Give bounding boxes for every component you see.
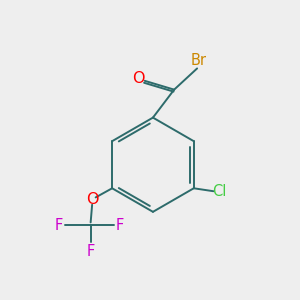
Text: F: F [86, 244, 95, 259]
Text: Br: Br [190, 53, 207, 68]
Text: F: F [55, 218, 63, 233]
Text: O: O [86, 192, 98, 207]
Text: O: O [132, 71, 145, 86]
Text: Cl: Cl [212, 184, 226, 199]
Text: F: F [116, 218, 124, 233]
